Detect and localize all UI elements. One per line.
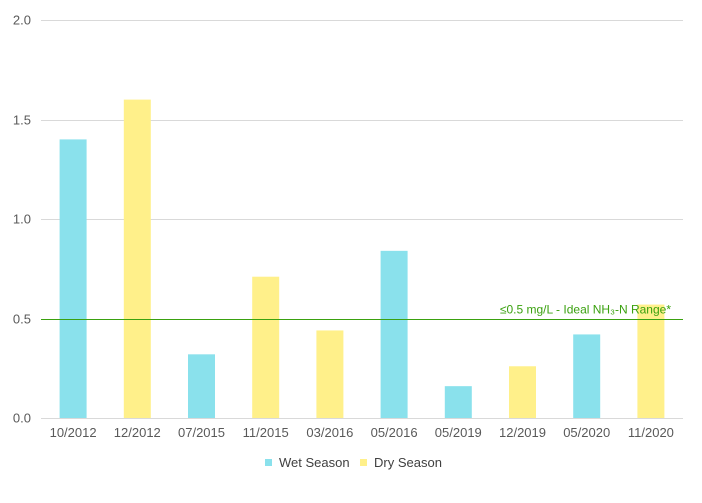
bar — [252, 276, 280, 418]
x-tick-label: 05/2020 — [563, 425, 610, 440]
x-tick-label: 05/2019 — [435, 425, 482, 440]
x-tick-label: 12/2012 — [114, 425, 161, 440]
bar — [123, 99, 151, 418]
y-tick-label: 1.0 — [13, 212, 31, 227]
y-tick-label: 0.5 — [13, 312, 31, 327]
bars — [59, 99, 665, 418]
x-tick-label: 10/2012 — [50, 425, 97, 440]
bar — [637, 304, 665, 418]
x-tick-label: 12/2019 — [499, 425, 546, 440]
x-tick-label: 11/2020 — [628, 425, 674, 440]
bar — [380, 250, 408, 418]
bar — [59, 139, 87, 418]
y-tick-label: 0.0 — [13, 411, 31, 426]
y-tick-label: 2.0 — [13, 13, 31, 28]
legend-swatch-wet — [265, 459, 272, 466]
bar — [509, 366, 536, 418]
x-tick-label: 05/2016 — [371, 425, 418, 440]
bar — [573, 334, 601, 418]
legend-swatch-dry — [360, 459, 367, 466]
legend-label-dry: Dry Season — [374, 455, 442, 470]
x-tick-label: 07/2015 — [178, 425, 225, 440]
bar — [188, 354, 215, 418]
y-tick-label: 1.5 — [13, 113, 31, 128]
legend: Wet Season Dry Season — [265, 455, 442, 470]
reference-line-label: ≤0.5 mg/L - Ideal NH₃-N Range* — [500, 303, 671, 317]
x-tick-label: 11/2015 — [243, 425, 289, 440]
y-axis-ticks: 0.0 0.5 1.0 1.5 2.0 — [13, 13, 31, 426]
reference-line-group: ≤0.5 mg/L - Ideal NH₃-N Range* — [41, 303, 683, 320]
x-axis-ticks: 10/2012 12/2012 07/2015 11/2015 03/2016 05/20… — [50, 425, 674, 440]
bar — [444, 386, 472, 418]
bar — [316, 330, 344, 418]
x-tick-label: 03/2016 — [306, 425, 353, 440]
legend-label-wet: Wet Season — [279, 455, 350, 470]
